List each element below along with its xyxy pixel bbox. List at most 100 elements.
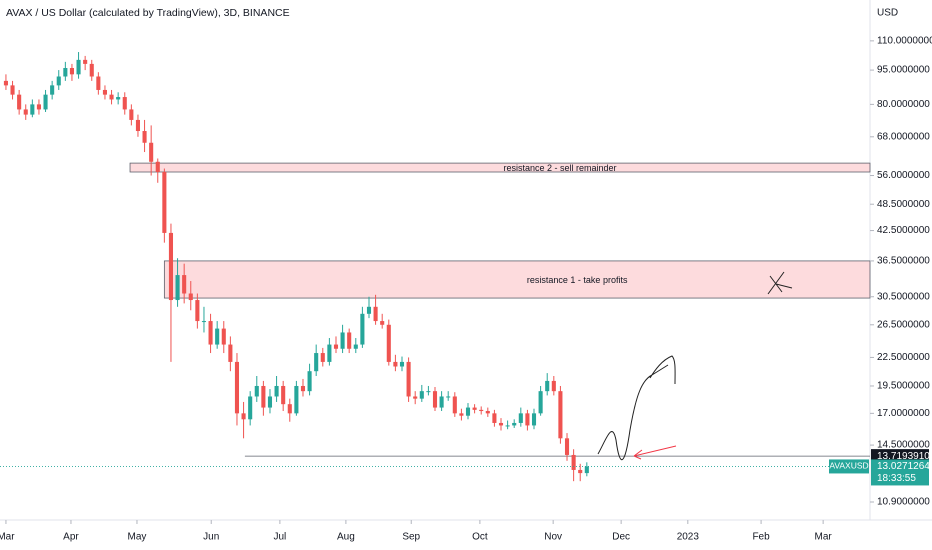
candle-body (426, 391, 431, 393)
candle-body (76, 59, 81, 75)
candle-body (149, 142, 154, 162)
x-tick-label: Jul (273, 532, 286, 543)
y-tick-label: 36.5000000 (877, 256, 930, 267)
candle-body (492, 413, 497, 423)
last-price-tag (871, 459, 929, 486)
candle-body (162, 172, 167, 233)
y-tick-label: 19.5000000 (877, 381, 930, 392)
candle-body (366, 306, 372, 314)
candle-body (116, 97, 121, 100)
candle-body (472, 407, 477, 410)
candle-body (545, 380, 550, 392)
plot: resistance 2 - sell remainder resistance … (0, 52, 871, 482)
chart-title: AVAX / US Dollar (calculated by TradingV… (6, 7, 290, 19)
x-tick-label: 2023 (677, 532, 700, 543)
candle-body (347, 332, 352, 349)
last-price-label: 13.0271264 (877, 461, 930, 472)
candle-body (399, 361, 405, 367)
zone-label: resistance 2 - sell remainder (503, 163, 616, 173)
support-price-label: 13.7193910 (877, 451, 930, 462)
resistance-zone (163, 260, 871, 299)
y-tick-label: 95.0000000 (877, 65, 930, 76)
candle-body (175, 275, 180, 301)
candle-body (360, 313, 365, 345)
candle-body (558, 391, 563, 439)
candle-body (479, 409, 484, 412)
candle-body (578, 469, 583, 474)
candle-body (3, 80, 8, 86)
x-tick-label: Nov (544, 532, 562, 543)
candle-body (353, 344, 358, 349)
currency: USD (877, 8, 898, 19)
candle-body (452, 396, 457, 414)
candle-body (241, 413, 246, 420)
x-tick-label: Aug (337, 532, 355, 543)
y-tick-label: 22.5000000 (877, 352, 930, 363)
candle-body (512, 422, 517, 426)
x-tick-label: Oct (472, 532, 488, 543)
red-arrow (633, 445, 677, 460)
candle-body (17, 94, 22, 110)
candle-body (135, 119, 141, 132)
candle-body (505, 425, 510, 427)
candle-body (195, 300, 200, 322)
candle-body (10, 85, 15, 95)
candle-body (538, 391, 543, 414)
candle-body (267, 396, 273, 408)
candle-body (23, 109, 28, 115)
candle-body (69, 68, 74, 75)
candle-body (419, 391, 424, 399)
candle-body (373, 306, 378, 322)
candle-body (340, 332, 345, 349)
candle-body (234, 361, 240, 414)
candle-body (518, 413, 523, 423)
candle-body (96, 76, 101, 90)
candle-body (36, 104, 41, 110)
candle-body (142, 131, 147, 143)
y-tick-label: 42.5000000 (877, 225, 930, 236)
candle-body (155, 161, 160, 173)
x-tick-label: Mar (815, 532, 833, 543)
resistance-zone (129, 162, 871, 173)
y-tick-label: 68.0000000 (877, 131, 930, 142)
candle-body (314, 353, 319, 372)
y-tick-label: 110.0000000 (877, 35, 932, 46)
candle-body (248, 396, 253, 420)
candle-body (287, 404, 292, 414)
zone-label: resistance 1 - take profits (527, 275, 628, 285)
candle-body (30, 104, 35, 115)
candle-body (63, 68, 68, 77)
candle-body (129, 109, 134, 120)
candle-body (215, 328, 220, 345)
candle-body (446, 396, 451, 398)
candle-body (109, 94, 114, 100)
candle-body (327, 344, 332, 362)
x-tick-label: Sep (402, 532, 420, 543)
candle-body (228, 344, 233, 362)
y-tick-label: 10.9000000 (877, 497, 930, 508)
candle-body (498, 422, 504, 426)
y-tick-label: 26.5000000 (877, 319, 930, 330)
candle-body (89, 63, 94, 77)
candle-body (307, 371, 312, 392)
y-tick-label: 56.0000000 (877, 170, 930, 181)
candle-body (274, 385, 279, 397)
y-tick-label: 14.5000000 (877, 440, 930, 451)
candle-body (102, 89, 108, 95)
hand-drawn-arrow (597, 355, 676, 461)
candle-body (50, 85, 55, 95)
x-tick-label: Feb (752, 532, 770, 543)
candle-body (439, 396, 444, 408)
candle-body (380, 321, 385, 325)
candle-body (531, 413, 537, 426)
x-tick-label: Dec (612, 532, 630, 543)
candle-body (525, 413, 530, 426)
x-tick-label: Jun (203, 532, 219, 543)
candle-body (465, 407, 471, 416)
candle-body (122, 97, 127, 110)
candle-body (406, 361, 411, 397)
symbol-tag (829, 459, 869, 474)
candle-body (168, 232, 174, 301)
